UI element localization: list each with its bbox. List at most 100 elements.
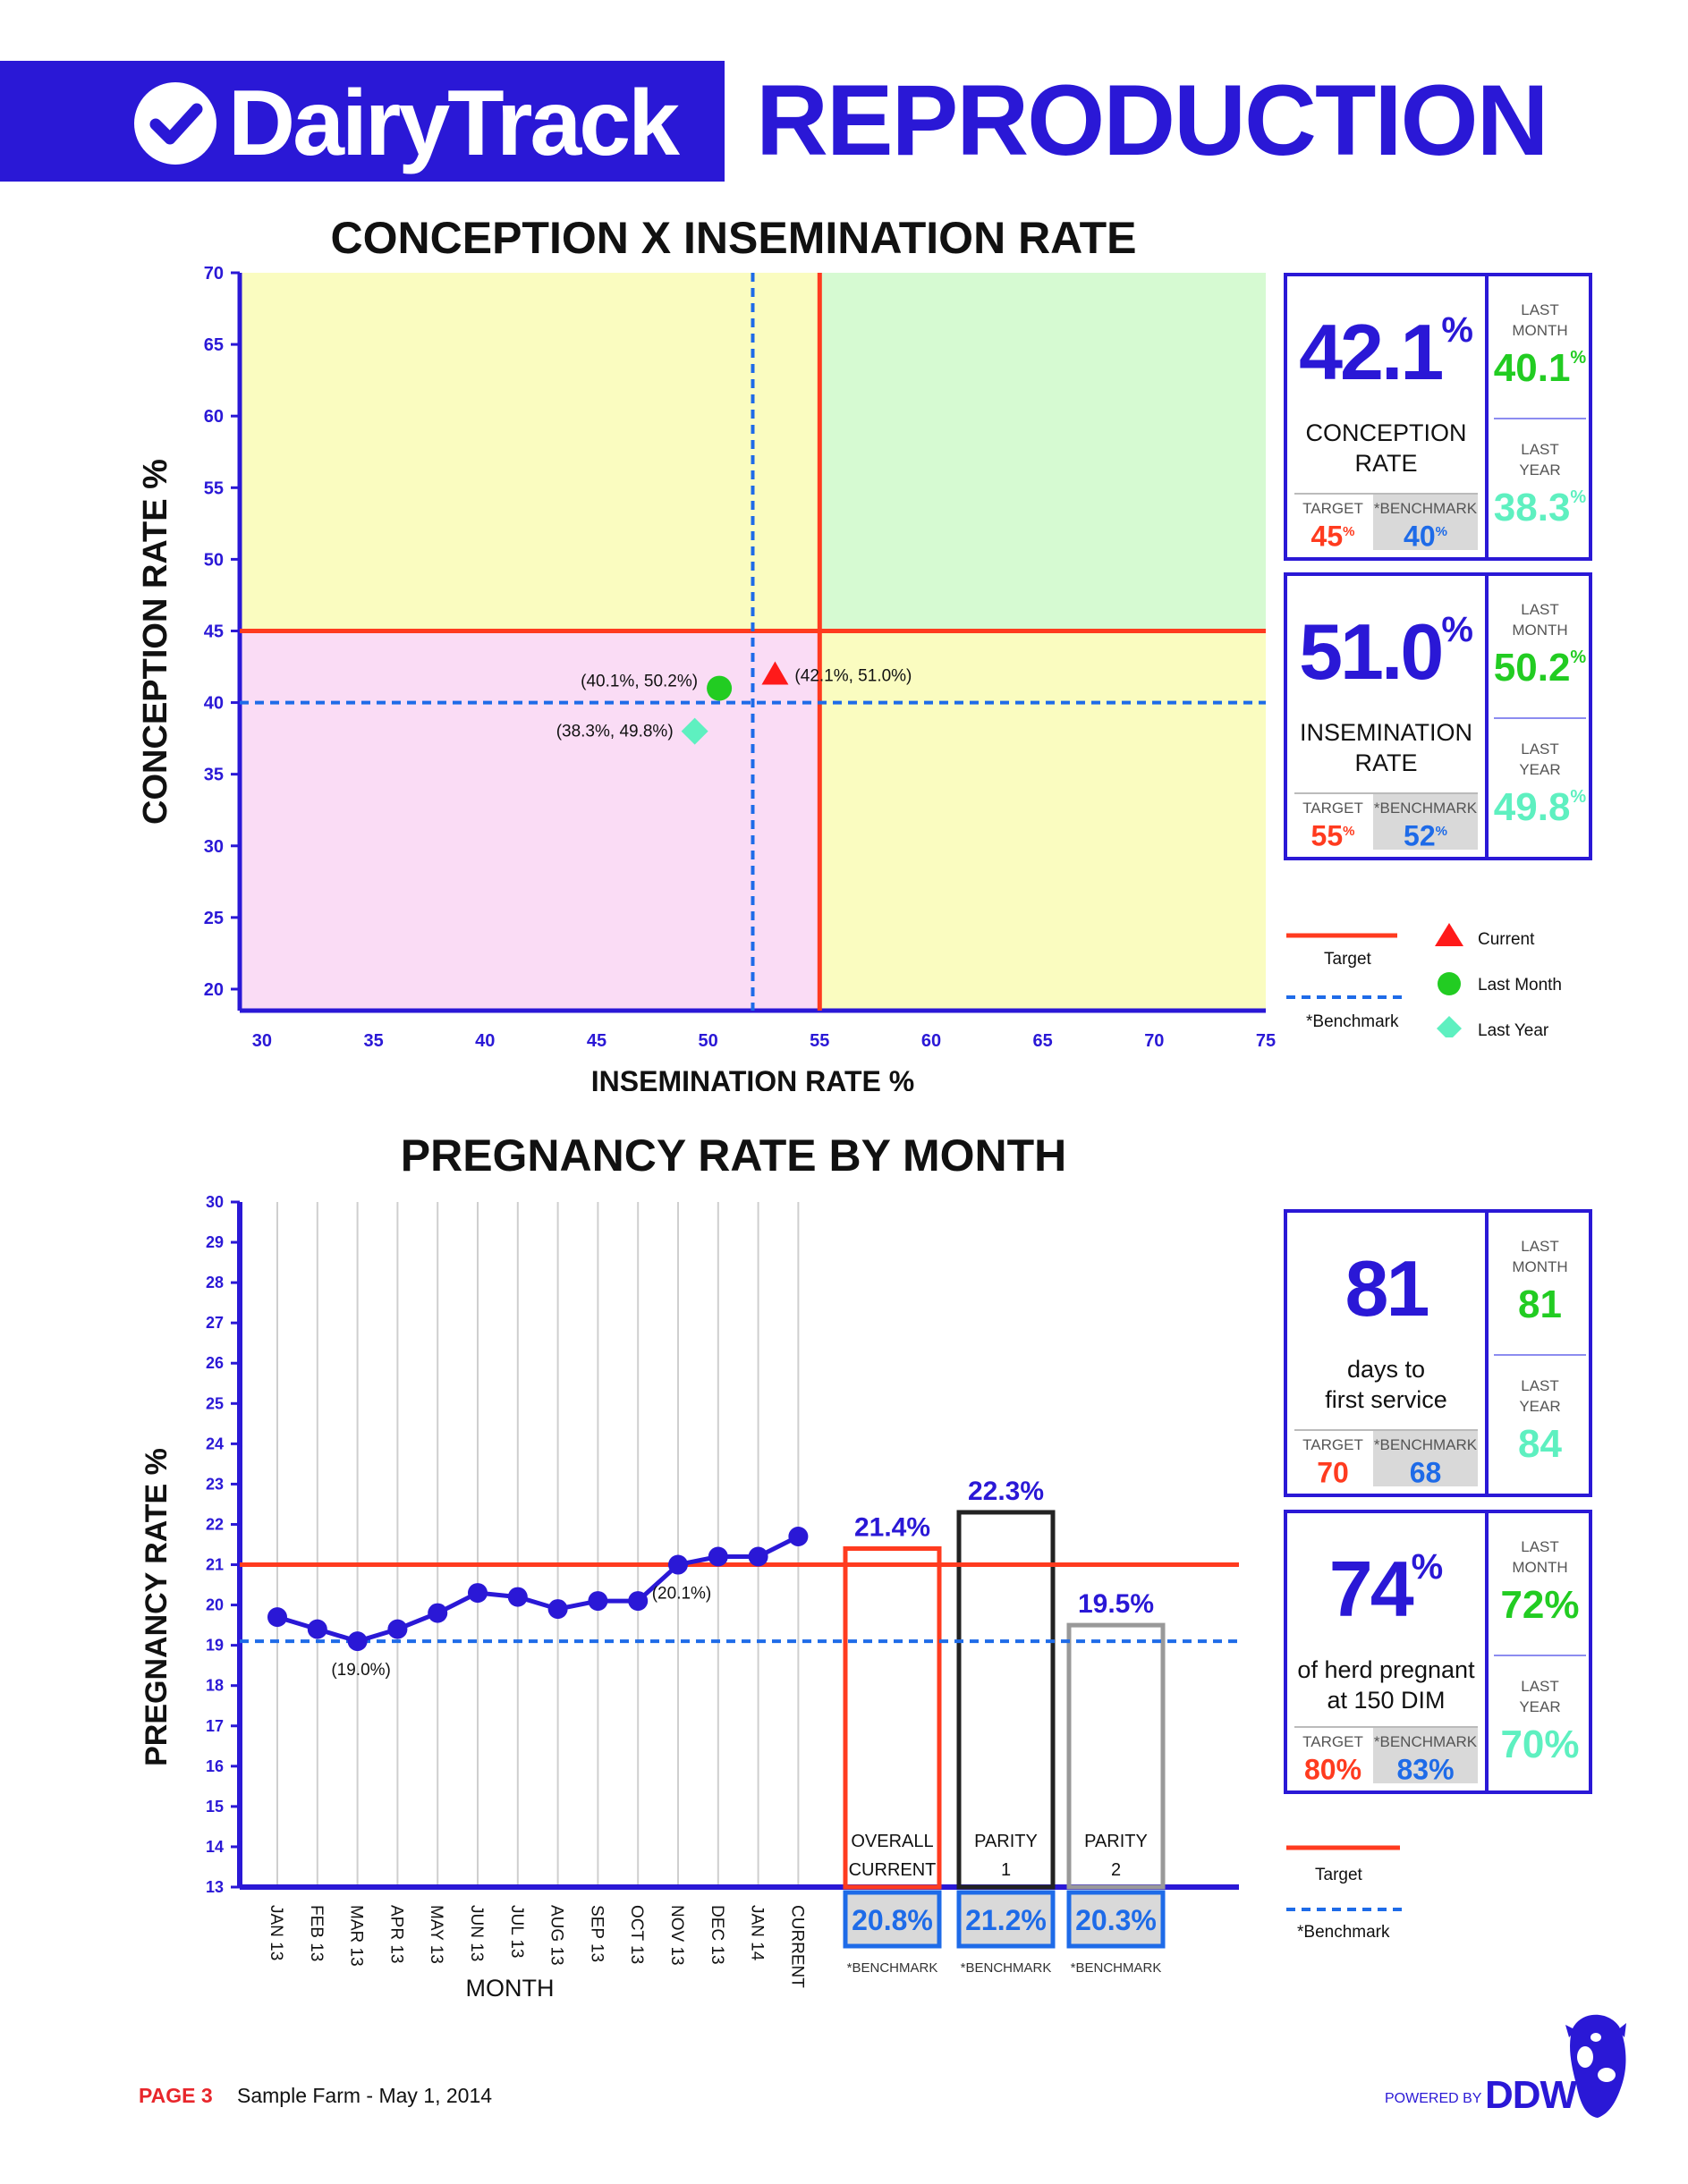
zone-upper-left [240,273,820,631]
kpi-last-year-value: 49.8% [1493,785,1587,829]
kpi-description: INSEMINATION RATE [1299,719,1472,776]
y-tick-label: 30 [204,837,224,857]
month-label: JUN 13 [467,1905,486,1961]
kpi-divider [1494,1655,1586,1656]
last-year-point [681,717,708,745]
y-tick-label: 30 [206,1193,224,1211]
month-label: NOV 13 [667,1905,686,1966]
kpi-last-year-label: LAST YEAR [1519,441,1561,478]
month-label: OCT 13 [627,1905,646,1964]
x-tick-label: 50 [699,1031,718,1051]
kpi-benchmark: *BENCHMARK 52% [1373,794,1478,851]
kpi-last-year-label: LAST YEAR [1519,741,1561,778]
kpi-main: 42.1% CONCEPTION RATE TARGET 45% *BENCHMA… [1287,276,1485,557]
month-label: AUG 13 [547,1905,566,1966]
kpi-side: LAST MONTH 50.2% LAST YEAR 49.8% [1485,576,1591,857]
month-label: SEP 13 [587,1905,606,1962]
kpi-last-year-label: LAST YEAR [1519,1678,1561,1715]
bar-benchmark-box [956,1890,1056,1949]
y-tick-label: 23 [206,1475,224,1493]
kpi-value-number: 42.1 [1299,308,1444,396]
kpi-last-month-label: LAST MONTH [1512,301,1568,339]
brand-name: DairyTrack [228,72,680,175]
kpi-description: of herd pregnant at 150 DIM [1297,1656,1475,1714]
kpi-target: TARGET 70 [1302,1436,1363,1489]
data-point [347,1631,368,1652]
zone-upper-right [819,273,1266,631]
y-tick-label: 15 [206,1798,224,1816]
kpi-target-row: TARGET 70 *BENCHMARK 68 [1294,1429,1478,1489]
bar-benchmark-box [843,1890,942,1949]
month-label: JUL 13 [507,1905,526,1959]
kpi-last-month-label: LAST MONTH [1512,1538,1568,1576]
bar-label: 2 [1111,1860,1121,1880]
month-label: JAN 14 [748,1905,767,1961]
checkmark-icon [134,82,216,165]
ddw-logo: DDW [1485,2073,1577,2117]
y-tick-label: 28 [206,1274,224,1291]
x-tick-label: 65 [1033,1031,1053,1051]
kpi-card: 51.0% INSEMINATION RATE TARGET 55% *BENCH… [1284,572,1592,860]
kpi-main: 51.0% INSEMINATION RATE TARGET 55% *BENCH… [1287,576,1485,857]
kpi-main: 81 days to first service TARGET 70 *BENCH… [1287,1213,1485,1494]
kpi-side: LAST MONTH 81 LAST YEAR 84 [1485,1213,1591,1494]
kpi-target-row: TARGET 45% *BENCHMARK 40% [1294,493,1478,553]
page-title: REPRODUCTION [756,64,1548,176]
y-tick-label: 29 [206,1233,224,1251]
kpi-target: TARGET 45% [1302,500,1363,553]
kpi-value-number: 51.0 [1299,607,1444,696]
legend-last-year-marker [1437,1016,1462,1037]
kpi-last-month-label: LAST MONTH [1512,601,1568,639]
current-point [761,661,789,685]
kpi-card: 42.1% CONCEPTION RATE TARGET 45% *BENCHMA… [1284,273,1592,561]
point-label: (42.1%, 51.0%) [794,667,912,686]
data-point [307,1619,327,1639]
x-tick-label: 35 [363,1031,383,1051]
y-tick-label: 17 [206,1717,224,1735]
x-tick-label: 40 [475,1031,495,1051]
scatter-legend: Target *Benchmark Current Last Month Last Ye… [1286,923,1562,1037]
brand-bar [0,61,725,182]
y-tick-label: 19 [206,1637,224,1655]
month-label: JAN 13 [267,1905,285,1960]
point-label: (38.3%, 49.8%) [556,723,674,741]
kpi-value-number: 74 [1328,1545,1414,1633]
bar-benchmark-value: 21.2% [965,1904,1047,1936]
data-point [588,1591,608,1612]
y-tick-label: 50 [204,550,224,570]
kpi-last-year-value: 70% [1500,1723,1580,1766]
kpi-value-unit: % [1441,610,1473,649]
zone-lower-left [240,631,820,1011]
legend-target-label: Target [1324,950,1372,969]
month-label: FEB 13 [307,1905,326,1961]
kpi-benchmark: *BENCHMARK 83% [1373,1728,1478,1784]
legend-current-label: Current [1478,930,1535,949]
bar-benchmark-value: 20.3% [1075,1904,1157,1936]
data-point [468,1583,488,1604]
kpi-divider [1494,717,1586,719]
chart-title: CONCEPTION X INSEMINATION RATE [330,213,1137,263]
legend-current-marker [1435,923,1463,946]
data-point [428,1603,448,1623]
bar-label: PARITY [974,1832,1038,1851]
month-label: CURRENT [787,1905,806,1988]
y-tick-label: 65 [204,335,224,355]
month-label: DEC 13 [708,1905,726,1965]
kpi-description: days to first service [1325,1356,1447,1413]
page-number: PAGE 3 [139,2084,213,2107]
month-label: MAY 13 [427,1905,445,1964]
kpi-value-unit: % [1411,1547,1444,1587]
kpi-last-month-value: 81 [1518,1282,1562,1326]
legend-last-year-label: Last Year [1478,1021,1549,1037]
y-tick-label: 16 [206,1757,224,1775]
y-tick-label: 14 [206,1838,224,1856]
x-axis-title: MONTH [466,1975,555,2002]
bar-label: 1 [1001,1860,1011,1880]
kpi-main: 74% of herd pregnant at 150 DIM TARGET 80… [1287,1513,1485,1790]
summary-bar [956,1510,1056,1890]
y-tick-label: 25 [206,1394,224,1412]
y-tick-label: 24 [206,1435,224,1452]
kpi-value: 81 [1287,1243,1485,1334]
kpi-description: CONCEPTION RATE [1305,419,1467,477]
line-chart: 13141516171819202122232425262728293021.4… [140,1193,1239,2002]
